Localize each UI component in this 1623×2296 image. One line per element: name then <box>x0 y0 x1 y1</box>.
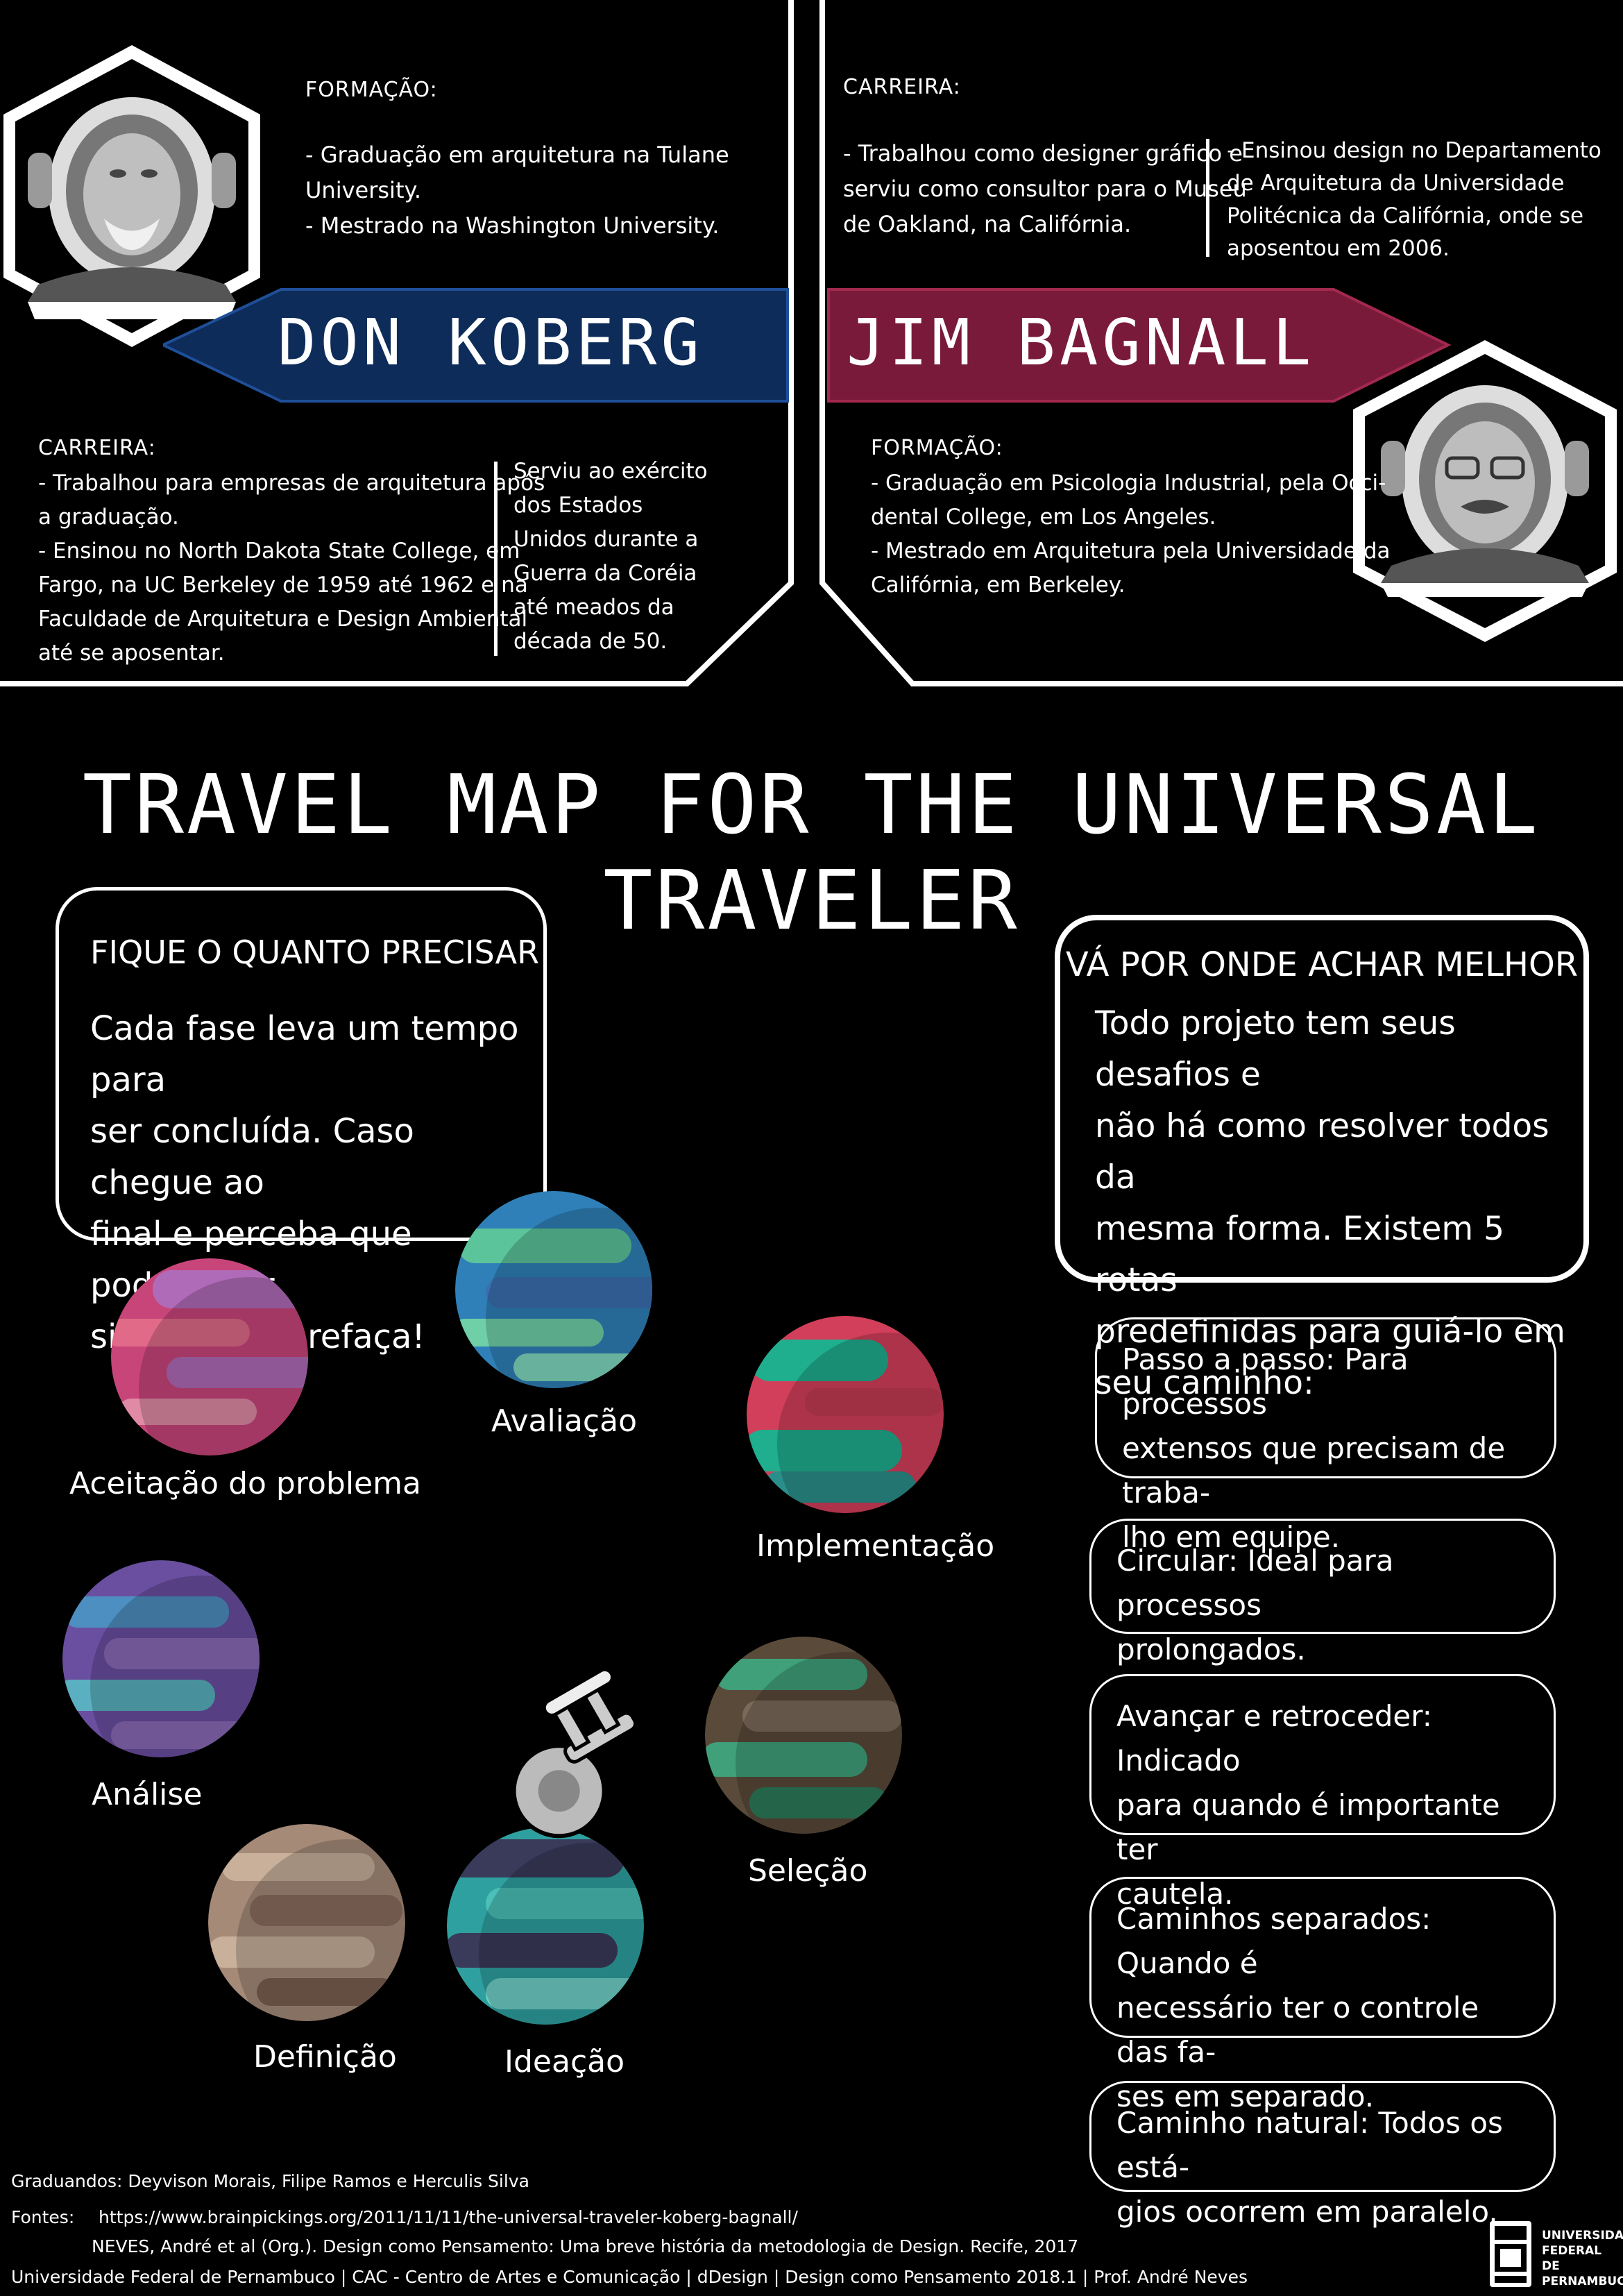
bagnall-carreira-line: - Trabalhou como designer gráfico e <box>843 140 1243 167</box>
university-logo-icon <box>1490 2221 1531 2287</box>
koberg-side-line: Unidos durante a <box>513 527 699 552</box>
koberg-carreira-line: até se aposentar. <box>38 641 225 666</box>
bagnall-side-line: Politécnica da Califórnia, onde se <box>1227 203 1584 228</box>
planet-label-analise: Análise <box>92 1777 203 1812</box>
bagnall-portrait <box>1353 340 1617 642</box>
footer-bottom: Universidade Federal de Pernambuco | CAC… <box>11 2267 1248 2287</box>
route-line: Circular: Ideal para processos <box>1116 1544 1394 1622</box>
koberg-formacao-line: - Graduação em arquitetura na Tulane <box>305 142 729 168</box>
bagnall-formacao-line: Califórnia, em Berkeley. <box>871 573 1125 598</box>
route-line: Caminho natural: Todos os está- <box>1116 2106 1503 2184</box>
planet-label-implementacao: Implementação <box>756 1528 995 1564</box>
footer-graduandos: Graduandos: Deyvison Morais, Filipe Ramo… <box>11 2171 529 2191</box>
route-caminhos-separados: Caminhos separados: Quando é necessário … <box>1089 1877 1556 2113</box>
route-line: cautela. <box>1116 1877 1234 1911</box>
route-line: ses em separado. <box>1116 2079 1375 2113</box>
koberg-side-line: Serviu ao exército <box>513 459 708 484</box>
planet-label-ideacao: Ideação <box>504 2044 625 2079</box>
planet-definicao <box>208 1824 405 2021</box>
koberg-carreira-line: Fargo, na UC Berkeley de 1959 até 1962 e… <box>38 573 528 598</box>
planet-label-definicao: Definição <box>253 2039 397 2075</box>
bagnall-formacao-line: - Mestrado em Arquitetura pela Universid… <box>871 539 1391 564</box>
route-line: para quando é importante ter <box>1116 1788 1500 1866</box>
planet-ideacao <box>447 1827 644 2025</box>
university-name-line: UNIVERSIDADE <box>1542 2229 1623 2243</box>
route-line: prolongados. <box>1116 1632 1306 1666</box>
koberg-formacao-line: - Mestrado na Washington University. <box>305 212 720 239</box>
info-box-left-line: ser concluída. Caso chegue ao <box>90 1112 414 1202</box>
planet-implementacao <box>747 1316 944 1513</box>
route-line: gios ocorrem em paralelo. <box>1116 2195 1498 2229</box>
info-box-right: VÁ POR ONDE ACHAR MELHOR Todo projeto te… <box>1055 915 1589 1402</box>
koberg-side-line: dos Estados <box>513 493 643 518</box>
koberg-divider <box>494 462 498 656</box>
koberg-carreira-text: - Trabalhou para empresas de arquitetura… <box>38 466 545 670</box>
koberg-formacao-title: FORMAÇÃO: <box>305 78 438 102</box>
bagnall-formacao-text: - Graduação em Psicologia Industrial, pe… <box>871 466 1391 602</box>
footer-fonte-1: https://www.brainpickings.org/2011/11/11… <box>99 2207 798 2227</box>
route-caminho-natural: Caminho natural: Todos os está- gios oco… <box>1089 2081 1556 2229</box>
koberg-carreira-title: CARREIRA: <box>38 436 156 460</box>
bagnall-banner <box>827 288 1452 403</box>
route-avancar-retroceder: Avançar e retroceder: Indicado para quan… <box>1089 1674 1556 1911</box>
bagnall-side-line: de Arquitetura da Universidade <box>1227 171 1565 196</box>
route-circular: Circular: Ideal para processos prolongad… <box>1089 1519 1556 1666</box>
info-box-right-line: mesma forma. Existem 5 rotas <box>1095 1210 1505 1299</box>
bagnall-carreira-title: CARREIRA: <box>843 75 961 99</box>
bagnall-formacao-line: dental College, em Los Angeles. <box>871 505 1216 530</box>
route-line: Passo a passo: Para processos <box>1122 1342 1409 1421</box>
planet-label-selecao: Seleção <box>748 1853 868 1889</box>
planet-aceitacao <box>111 1258 308 1455</box>
footer-fontes-label: Fontes: <box>11 2207 75 2227</box>
koberg-carreira-line: - Ensinou no North Dakota State College,… <box>38 539 520 564</box>
route-line: Caminhos separados: Quando é <box>1116 1902 1431 1980</box>
planet-avaliacao <box>455 1191 652 1388</box>
bagnall-name: JIM BAGNALL <box>847 305 1316 380</box>
koberg-side-line: Guerra da Coréia <box>513 561 697 586</box>
university-name-line: DE PERNAMBUCO <box>1542 2259 1623 2288</box>
bagnall-carreira-line: serviu como consultor para o Museu <box>843 176 1247 202</box>
planet-analise <box>62 1560 260 1757</box>
planet-selecao <box>705 1637 902 1834</box>
route-line: necessário ter o controle das fa- <box>1116 1991 1479 2069</box>
koberg-carreira-line: - Trabalhou para empresas de arquitetura… <box>38 471 545 496</box>
bagnall-side-text: - Ensinou design no Departamento de Arqu… <box>1227 135 1601 265</box>
koberg-carreira-line: Faculdade de Arquitetura e Design Ambien… <box>38 607 528 632</box>
bagnall-side-line: aposentou em 2006. <box>1227 236 1450 261</box>
info-box-right-line: seu caminho: <box>1095 1364 1314 1402</box>
koberg-portrait <box>3 45 260 347</box>
info-box-left-line: Cada fase leva um tempo para <box>90 1009 519 1099</box>
planet-label-avaliacao: Avaliação <box>491 1403 638 1439</box>
page-title: TRAVEL MAP FOR THE UNIVERSAL TRAVELER <box>82 757 1541 948</box>
koberg-side-line: até meados da <box>513 595 674 620</box>
koberg-name: DON KOBERG <box>278 305 704 380</box>
koberg-carreira-line: a graduação. <box>38 505 179 530</box>
info-box-right-line: Todo projeto tem seus desafios e <box>1095 1004 1456 1094</box>
info-box-left-title: FIQUE O QUANTO PRECISAR <box>90 934 540 971</box>
info-box-right-title: VÁ POR ONDE ACHAR MELHOR <box>1065 945 1579 984</box>
koberg-formacao-text: - Graduação em arquitetura na Tulane Uni… <box>305 137 729 244</box>
planets <box>62 1191 944 2025</box>
route-line: Avançar e retroceder: Indicado <box>1116 1699 1432 1778</box>
route-line: lho em equipe. <box>1122 1520 1341 1554</box>
top-frames <box>0 0 1623 686</box>
koberg-side-line: década de 50. <box>513 629 668 654</box>
starship-icon <box>511 1667 638 1839</box>
bagnall-carreira-line: de Oakland, na Califórnia. <box>843 211 1132 237</box>
koberg-banner <box>163 288 789 403</box>
route-passo-a-passo: Passo a passo: Para processos extensos q… <box>1095 1317 1556 1554</box>
bagnall-side-line: - Ensinou design no Departamento <box>1227 138 1601 163</box>
bagnall-formacao-line: - Graduação em Psicologia Industrial, pe… <box>871 471 1386 496</box>
koberg-formacao-line: University. <box>305 177 422 203</box>
info-box-right-line: não há como resolver todos da <box>1095 1107 1549 1197</box>
bagnall-formacao-title: FORMAÇÃO: <box>871 436 1003 460</box>
koberg-side-text: Serviu ao exército dos Estados Unidos du… <box>513 455 708 659</box>
route-line: extensos que precisam de traba- <box>1122 1431 1506 1510</box>
footer-fonte-2: NEVES, André et al (Org.). Design como P… <box>92 2236 1079 2256</box>
bagnall-carreira-text: - Trabalhou como designer gráfico e serv… <box>843 136 1247 242</box>
university-name-line: FEDERAL <box>1542 2244 1602 2258</box>
bagnall-divider <box>1206 139 1209 257</box>
university-name: UNIVERSIDADE FEDERAL DE PERNAMBUCO <box>1542 2228 1623 2289</box>
planet-label-aceitacao: Aceitação do problema <box>69 1466 421 1501</box>
